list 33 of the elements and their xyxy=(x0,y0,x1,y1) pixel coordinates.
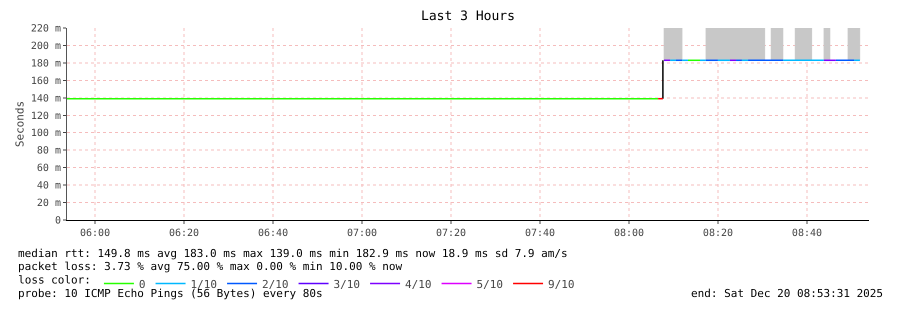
y-tick-label: 20 m xyxy=(36,198,61,210)
legend-label: 4/10 xyxy=(405,278,432,291)
x-tick-label: 07:00 xyxy=(346,228,378,239)
y-tick-label: 120 m xyxy=(30,110,61,122)
y-tick-label: 40 m xyxy=(36,180,61,192)
y-tick-label: 180 m xyxy=(30,58,61,70)
x-tick-label: 07:40 xyxy=(524,228,556,239)
legend-label: 3/10 xyxy=(334,278,360,291)
x-tick-label: 06:40 xyxy=(258,228,288,239)
y-axis-title: Seconds xyxy=(14,100,27,148)
legend-label: 9/10 xyxy=(548,278,575,291)
y-tick-label: 200 m xyxy=(30,40,61,52)
x-tick-label: 08:20 xyxy=(702,228,734,239)
legend-label: 2/10 xyxy=(262,278,289,291)
x-tick-label: 08:00 xyxy=(614,228,644,239)
x-tick-label: 06:00 xyxy=(80,228,110,239)
legend-label: 0 xyxy=(138,278,146,291)
y-tick-label: 60 m xyxy=(36,163,61,174)
y-tick-label: 140 m xyxy=(30,93,61,104)
x-tick-label: 06:20 xyxy=(168,228,200,239)
y-tick-label: 220 m xyxy=(30,24,61,34)
chart-title: Last 3 Hours xyxy=(421,8,515,24)
y-tick-label: 0 xyxy=(54,216,61,226)
legend-title: loss color: xyxy=(18,273,91,286)
text: end: Sat Dec 20 08:53:31 2025 xyxy=(691,287,884,300)
text: median rtt: 149.8 ms avg 183.0 ms max 139.0 ms min 182.9 ms now 18.9 ms sd 7.9 am/s xyxy=(18,247,568,260)
y-tick-label: 100 m xyxy=(30,128,61,140)
y-tick-label: 160 m xyxy=(30,76,61,87)
y-tick-label: 80 m xyxy=(36,146,61,157)
legend-label: 5/10 xyxy=(476,278,504,291)
text: packet loss: 3.73 % avg 75.00 % max 0.00 % min 10.00 % now xyxy=(18,260,402,273)
x-tick-label: 07:20 xyxy=(436,228,466,239)
x-tick-label: 08:40 xyxy=(792,228,822,239)
